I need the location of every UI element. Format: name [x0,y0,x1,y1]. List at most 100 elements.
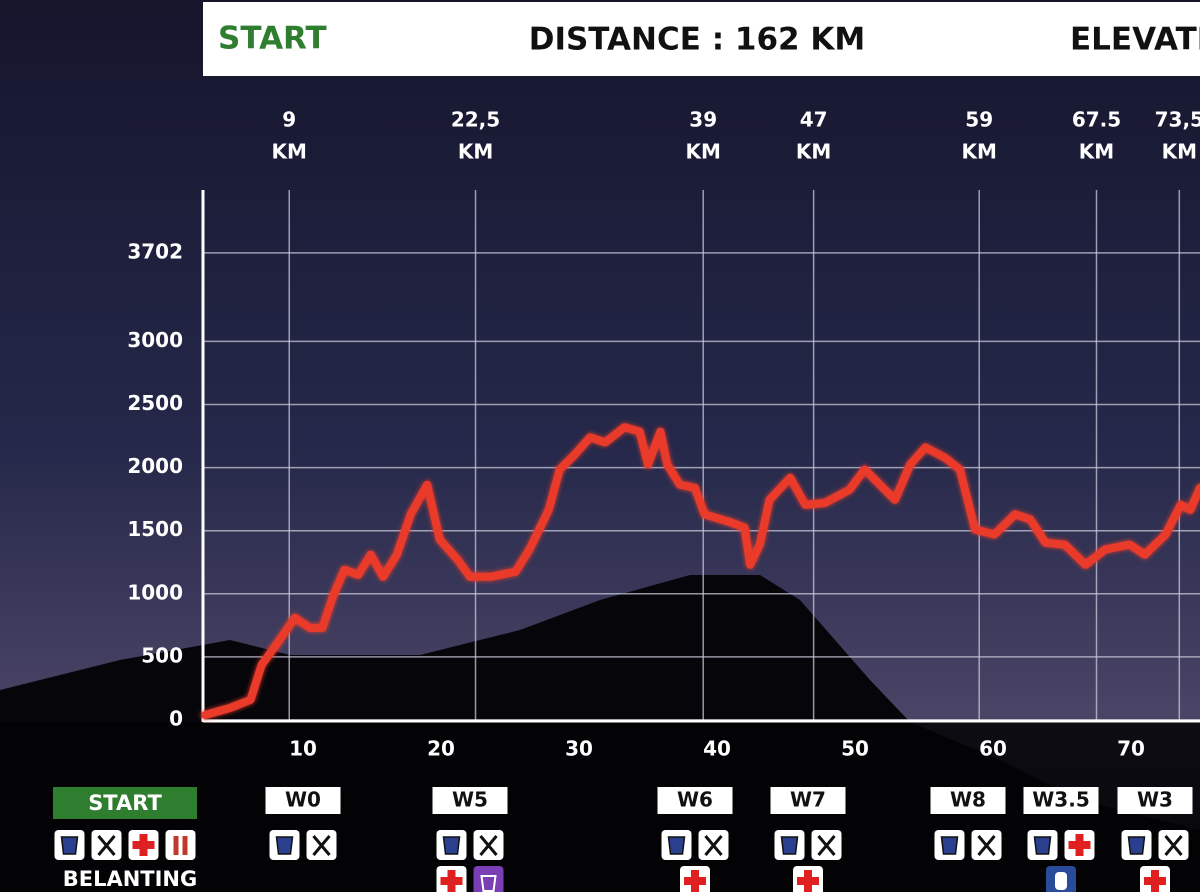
fork-glyph [97,835,116,856]
x-tick-label: 60 [979,737,1007,761]
checkpoint-box [930,787,1006,814]
fork-glyph [312,835,331,856]
checkpoint-box [1023,787,1099,814]
checkpoint-box [432,787,508,814]
icon-cup [269,830,300,860]
icon-wc [165,830,196,860]
checkpoint-label: W5 [452,788,488,812]
km-marker-label: 59 [965,108,993,132]
header: START DISTANCE : 162 KM ELEVATION [218,21,1200,58]
elevation-line [201,423,1200,719]
header-distance: DISTANCE : 162 KM [529,22,866,58]
y-tick-label: 0 [169,707,183,731]
header-elevation: ELEVATION [1070,22,1200,58]
icon-cross [680,866,710,892]
cup-glyph [1127,836,1146,855]
cup-glyph [1033,836,1052,855]
cup-glyph [667,836,686,855]
icon-cup [436,830,467,860]
icon-cross [1140,866,1170,892]
fork-glyph [817,835,836,856]
km-marker-unit: KM [272,140,307,164]
start-name: BELANTING [63,867,198,891]
x-tick-label: 50 [841,737,869,761]
km-marker-label: 67.5 [1072,108,1121,132]
checkpoint-box [770,787,846,814]
cup-glyph [275,836,294,855]
icon-cross [436,866,467,892]
header-bar [203,2,1200,76]
checkpoint-box [1117,787,1193,814]
icon-fork [1158,830,1189,860]
km-marker-label: 73,5 [1155,108,1200,132]
km-marker-unit: KM [686,140,721,164]
km-marker-unit: KM [1079,140,1114,164]
cross-glyph [132,834,155,856]
icon-cup [1121,830,1152,860]
icon-cup [54,830,85,860]
km-marker-label: 47 [800,108,828,132]
icon-fork [971,830,1002,860]
y-tick-label: 2000 [127,454,183,478]
y-tick-label: 1500 [127,517,183,541]
y-tick-label: 3702 [127,239,183,263]
icon-bg [473,866,504,892]
checkpoint-label: W8 [950,788,986,812]
km-marker-unit: KM [458,140,493,164]
cup-glyph [442,836,461,855]
fork-glyph [1164,835,1183,856]
cross-glyph [1144,870,1166,892]
icon-fork [811,830,842,860]
x-tick-label: 20 [427,737,455,761]
checkpoint-box [53,787,197,819]
wc-glyph [173,836,188,855]
icon-cup [661,830,692,860]
icon-fork [306,830,337,860]
header-start: START [218,21,327,57]
icon-bg [165,830,196,860]
y-tick-label: 3000 [127,328,183,352]
icon-pack [1046,866,1076,892]
cross-glyph [1068,834,1091,856]
y-tick-label: 500 [141,643,183,667]
checkpoint-box [657,787,733,814]
icon-bag [473,866,504,892]
km-marker-unit: KM [796,140,831,164]
km-marker-label: 22,5 [451,108,500,132]
cross-glyph [797,870,819,892]
icon-cross [1064,830,1095,860]
icon-cup [1027,830,1058,860]
icon-cup [774,830,805,860]
checkpoint-label: START [88,791,162,815]
x-tick-label: 10 [289,737,317,761]
pack-glyph [1055,872,1067,890]
checkpoint-label: W7 [790,788,826,812]
checkpoint-label: W3 [1137,788,1173,812]
y-tick-label: 2500 [127,391,183,415]
cup-glyph [780,836,799,855]
icon-fork [91,830,122,860]
fork-glyph [479,835,498,856]
icon-cross [793,866,823,892]
x-tick-label: 30 [565,737,593,761]
icon-cross [128,830,159,860]
checkpoint-label: W0 [285,788,321,812]
km-marker-label: 39 [689,108,717,132]
km-marker-label: 9 [282,108,296,132]
fork-glyph [704,835,723,856]
cup-glyph [940,836,959,855]
cross-glyph [684,870,706,892]
bag-glyph [480,875,497,892]
checkpoint-label: W3.5 [1032,788,1090,812]
icon-fork [698,830,729,860]
fork-glyph [977,835,996,856]
km-marker-unit: KM [1162,140,1197,164]
x-tick-label: 70 [1117,737,1145,761]
km-marker-unit: KM [962,140,997,164]
cup-glyph [60,836,79,855]
x-tick-label: 40 [703,737,731,761]
checkpoint-label: W6 [677,788,713,812]
cross-glyph [440,870,463,892]
